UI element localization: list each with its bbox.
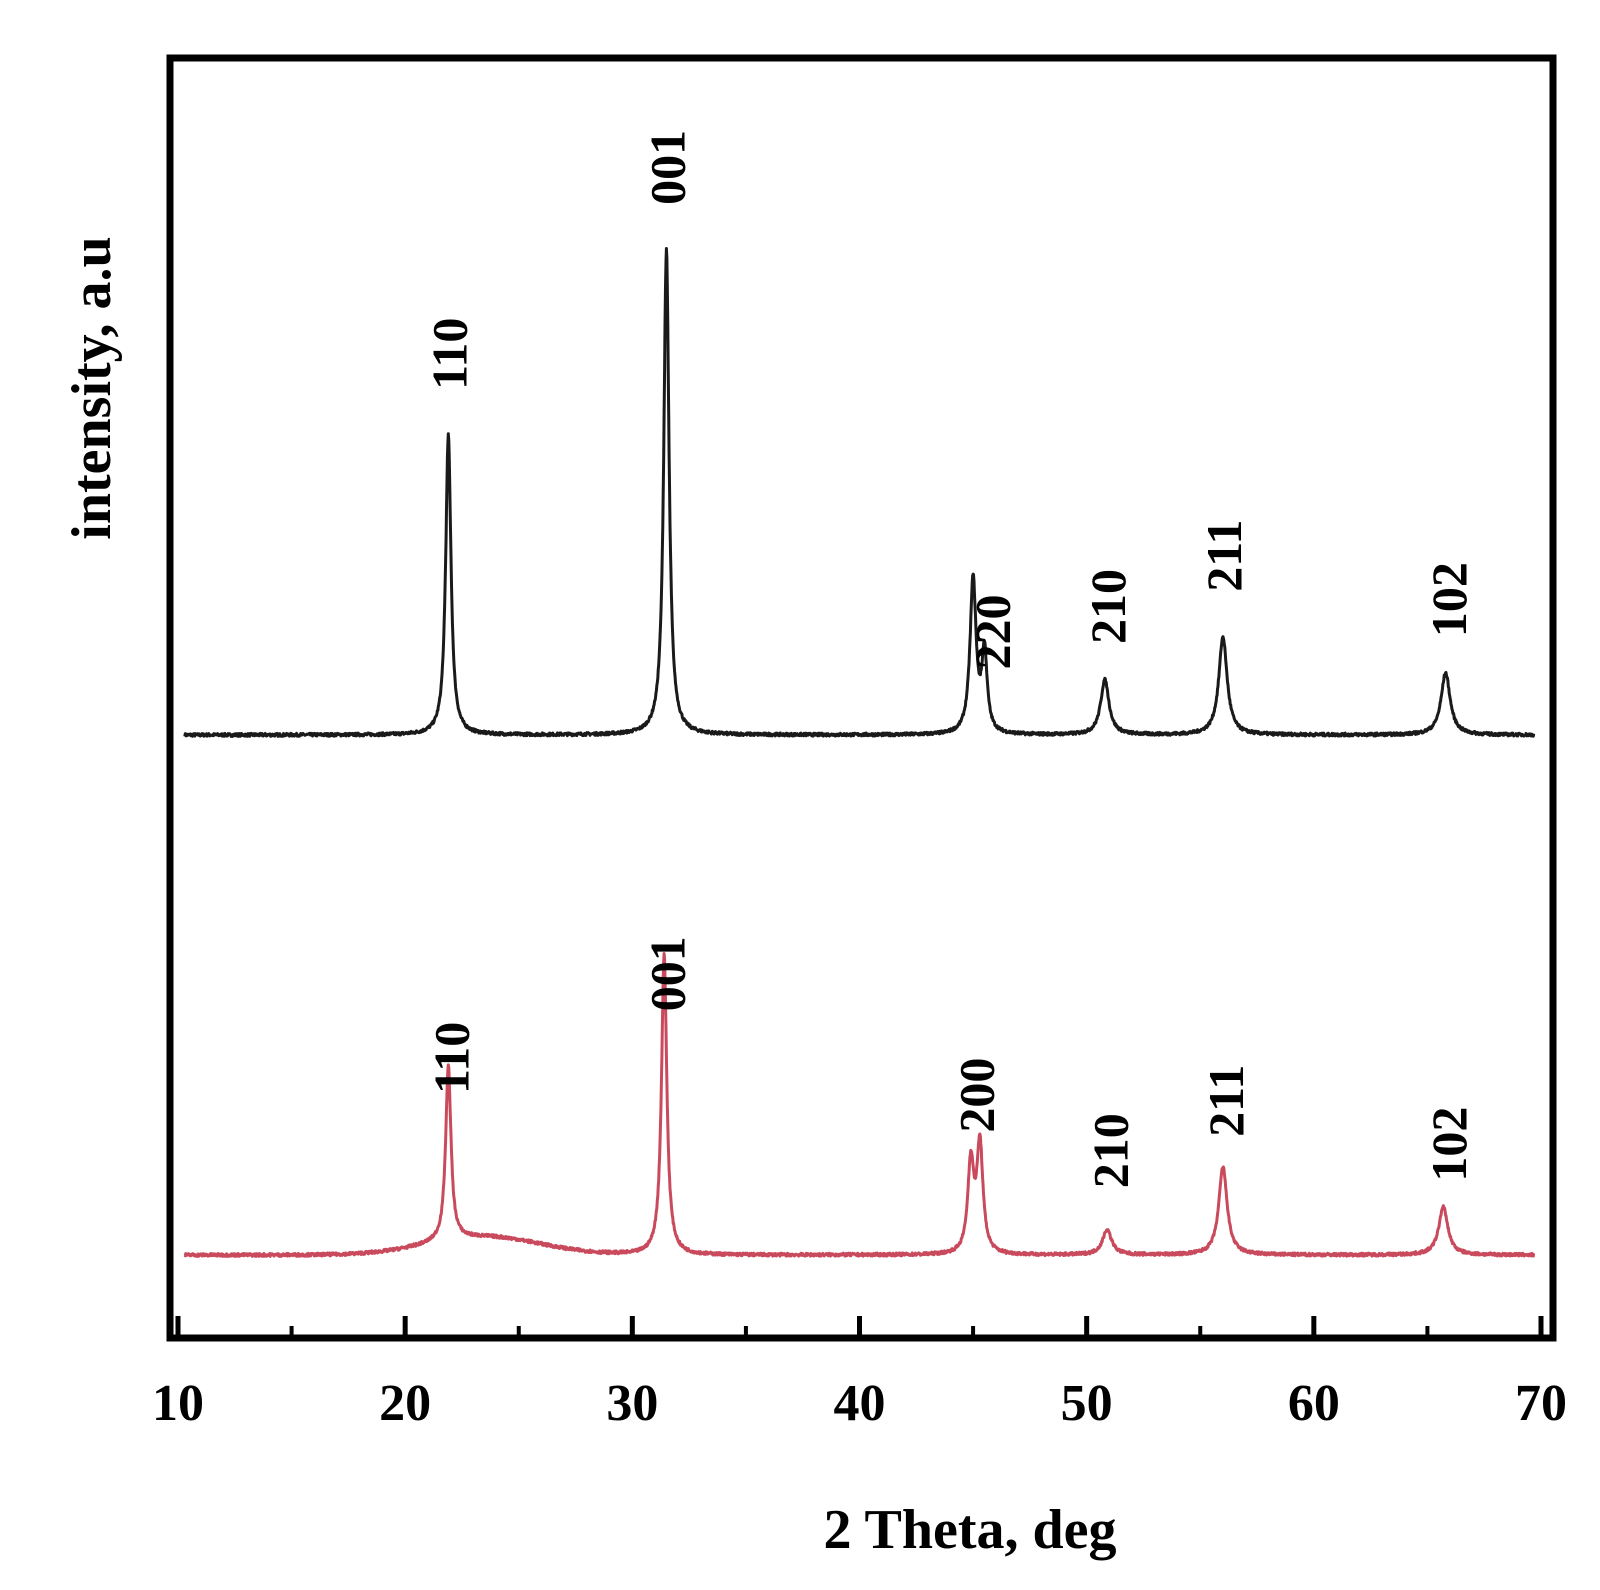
x-tick-label-20: 20 [379,1375,431,1432]
x-axis-tick-labels: 10 20 30 40 50 60 70 [152,1375,1567,1432]
x-tick-label-70: 70 [1515,1375,1567,1432]
series-1-peak-label-6: 102 [1421,562,1477,637]
series-1-peak-label-3: 220 [964,595,1020,670]
series-1-peak-label-5: 211 [1196,520,1252,592]
x-tick-label-10: 10 [152,1375,204,1432]
plot-frame [166,54,1557,1342]
series-2-peak-label-3: 200 [948,1058,1004,1133]
series-2-line [183,952,1536,1258]
x-axis-title: 2 Theta, deg [824,1499,1117,1561]
series-2-peak-label-1: 110 [424,1022,480,1094]
series-1-peak-label-1: 110 [421,318,477,390]
y-axis-title: intensity, a.u [61,236,123,539]
series-2-peak-label-5: 211 [1198,1065,1254,1137]
series-layer [183,247,1536,1258]
series-2-peak-label-4: 210 [1082,1113,1138,1188]
series-2-peak-label-2: 001 [639,936,695,1011]
x-tick-label-30: 30 [606,1375,658,1432]
series-2-peak-label-6: 102 [1421,1107,1477,1182]
x-tick-label-40: 40 [834,1375,886,1432]
series-1-peak-label-2: 001 [639,130,695,205]
series-1-line [183,247,1536,738]
x-axis-ticks [175,1316,1544,1338]
x-tick-label-60: 60 [1288,1375,1340,1432]
peak-label-layer: 110 001 220 210 211 102 110 001 200 210 211 102 [421,130,1477,1188]
series-1-peak-label-4: 210 [1080,569,1136,644]
x-tick-label-50: 50 [1061,1375,1113,1432]
